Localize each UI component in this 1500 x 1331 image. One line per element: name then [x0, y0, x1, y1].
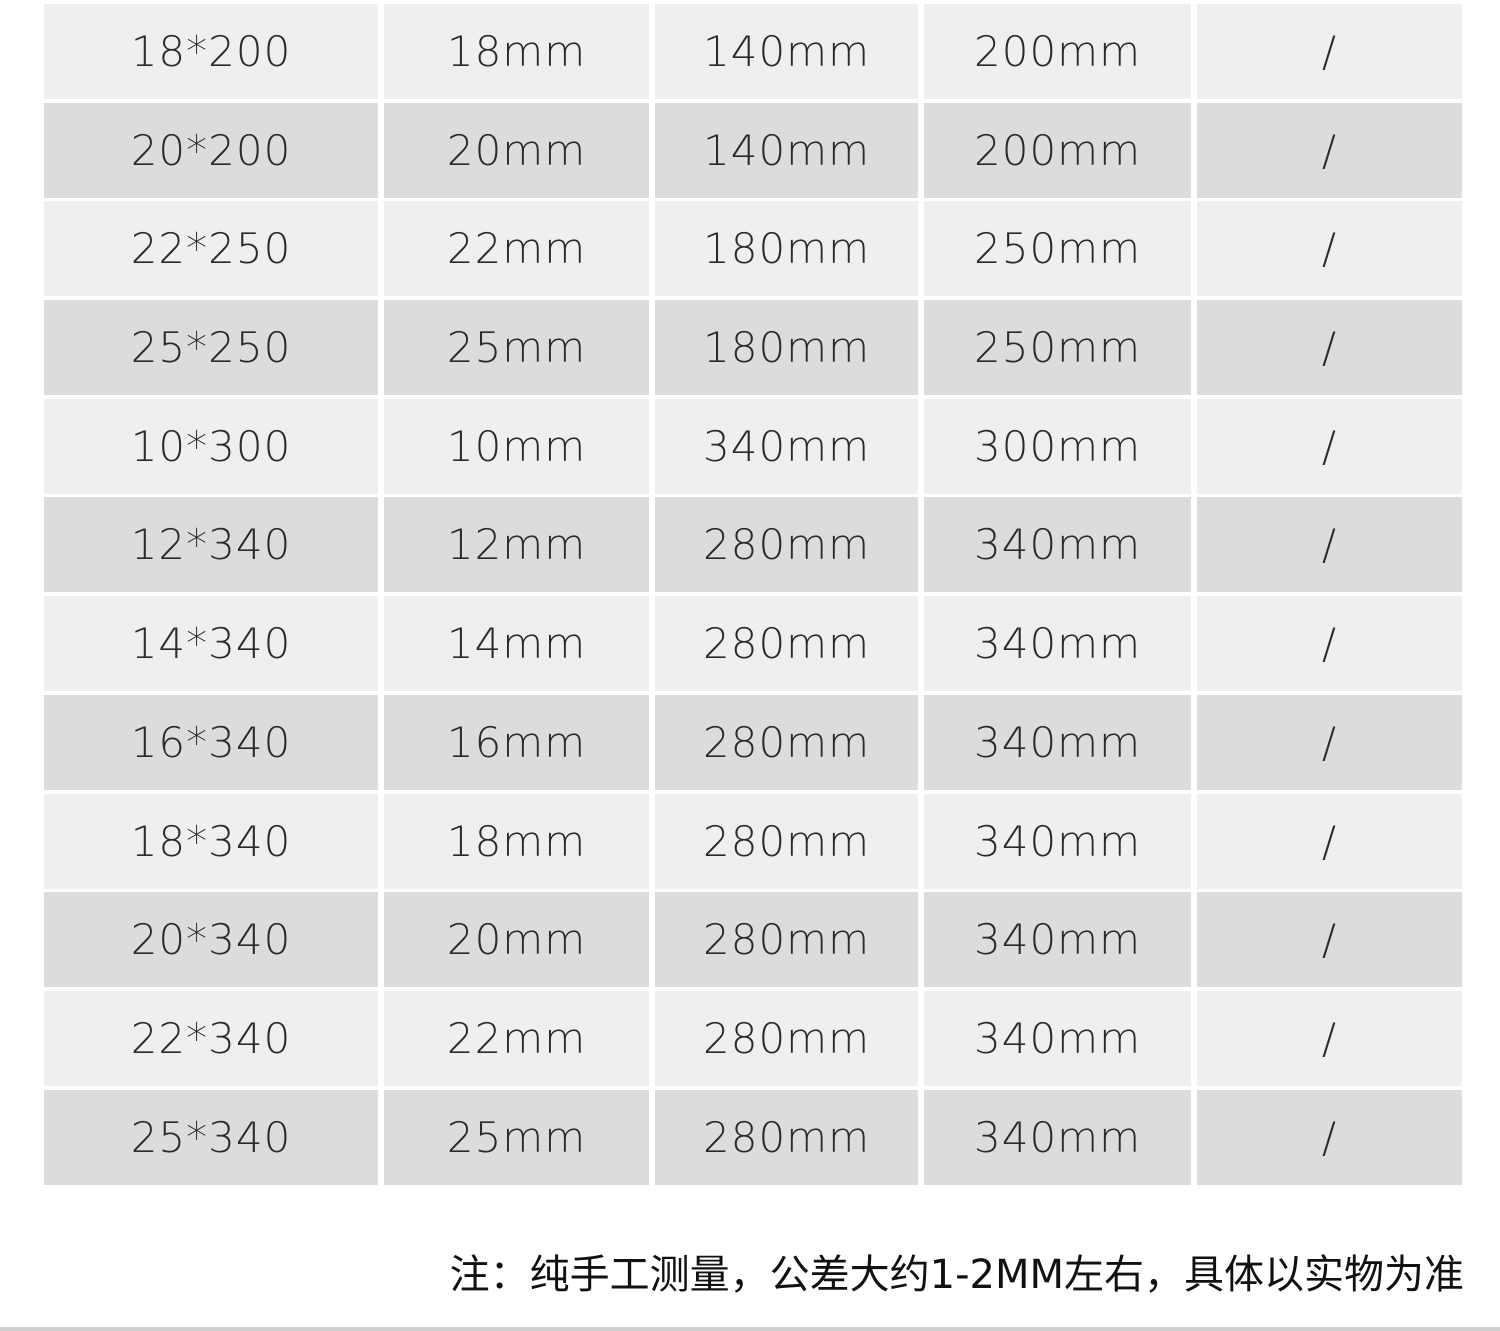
table-cell: 200mm: [924, 4, 1191, 99]
table-cell: 180mm: [655, 300, 918, 396]
table-cell: 20*340: [44, 892, 378, 988]
table-cell: 22*340: [44, 990, 378, 1086]
table-cell: 18*340: [44, 793, 378, 889]
table-cell: /: [1197, 300, 1462, 396]
table-cell: 250mm: [924, 300, 1191, 396]
size-table: 18*200 18mm 140mm 200mm/20*200 20mm 140mm 200m…: [44, 4, 1464, 1188]
table-cell: 25mm: [384, 1089, 649, 1185]
table-cell: 340mm: [924, 1089, 1191, 1185]
table-cell: 25*250: [44, 300, 378, 396]
table-cell: /: [1197, 990, 1462, 1086]
table-cell: /: [1197, 102, 1462, 198]
table-cell: 340mm: [655, 398, 918, 494]
table-cell: /: [1197, 596, 1462, 692]
table-cell: 10mm: [384, 398, 649, 494]
table-cell: 16*340: [44, 694, 378, 790]
table-row: 12*340 12mm 280mm 340mm /: [44, 497, 1464, 593]
table-cell: 340mm: [924, 793, 1191, 889]
table-cell: 22mm: [384, 201, 649, 297]
table-cell: /: [1197, 694, 1462, 790]
table-cell: 340mm: [924, 694, 1191, 790]
table-cell: 20mm: [384, 102, 649, 198]
table-cell: 20mm: [384, 892, 649, 988]
table-cell: 280mm: [655, 596, 918, 692]
table-row: 20*200 20mm 140mm 200mm /: [44, 102, 1464, 198]
table-cell: 280mm: [655, 1089, 918, 1185]
table-cell: 12mm: [384, 497, 649, 593]
table-cell: 18mm: [384, 4, 649, 99]
table-cell: 340mm: [924, 497, 1191, 593]
table-cell: 22mm: [384, 990, 649, 1086]
table-row: 14*340 14mm 280mm 340mm /: [44, 596, 1464, 692]
table-cell: /: [1197, 1089, 1462, 1185]
table-cell: 280mm: [655, 892, 918, 988]
table-cell: 250mm: [924, 201, 1191, 297]
table-cell: /: [1197, 398, 1462, 494]
table-cell: 25*340: [44, 1089, 378, 1185]
table-cell: 140mm: [655, 102, 918, 198]
table-cell: 14*340: [44, 596, 378, 692]
table-cell: 280mm: [655, 497, 918, 593]
table-cell: 20*200: [44, 102, 378, 198]
table-cell: 14mm: [384, 596, 649, 692]
table-cell: 300mm: [924, 398, 1191, 494]
table-cell: 18mm: [384, 793, 649, 889]
table-cell: 16mm: [384, 694, 649, 790]
table-cell: /: [1197, 201, 1462, 297]
table-cell: 340mm: [924, 892, 1191, 988]
table-cell: 340mm: [924, 990, 1191, 1086]
table-cell: 180mm: [655, 201, 918, 297]
table-cell: 22*250: [44, 201, 378, 297]
divider: [0, 1327, 1500, 1331]
table-cell: /: [1197, 793, 1462, 889]
table-row: 25*340 25mm 280mm 340mm /: [44, 1089, 1464, 1185]
table-cell: 280mm: [655, 990, 918, 1086]
table-cell: 25mm: [384, 300, 649, 396]
table-row: 22*340 22mm 280mm 340mm /: [44, 990, 1464, 1086]
table-cell: 280mm: [655, 694, 918, 790]
table-row: 18*200 18mm 140mm 200mm /: [44, 4, 1464, 99]
table-cell: 18*200: [44, 4, 378, 99]
table-cell: 140mm: [655, 4, 918, 99]
table-cell: 10*300: [44, 398, 378, 494]
table-row: 10*300 10mm 340mm 300mm /: [44, 398, 1464, 494]
measurement-note: 注：纯手工测量，公差大约1-2MM左右，具体以实物为准: [449, 1252, 1464, 1298]
table-row: 25*250 25mm 180mm 250mm /: [44, 300, 1464, 396]
table-row: 20*340 20mm 280mm 340mm /: [44, 892, 1464, 988]
table-row: 18*340 18mm 280mm 340mm /: [44, 793, 1464, 889]
table-cell: 280mm: [655, 793, 918, 889]
table-cell: 12*340: [44, 497, 378, 593]
table-row: 22*250 22mm 180mm 250mm /: [44, 201, 1464, 297]
table-row: 16*340 16mm 280mm 340mm /: [44, 694, 1464, 790]
table-cell: 340mm: [924, 596, 1191, 692]
table-cell: /: [1197, 497, 1462, 593]
table-cell: /: [1197, 892, 1462, 988]
table-cell: /: [1197, 4, 1462, 99]
table-cell: 200mm: [924, 102, 1191, 198]
